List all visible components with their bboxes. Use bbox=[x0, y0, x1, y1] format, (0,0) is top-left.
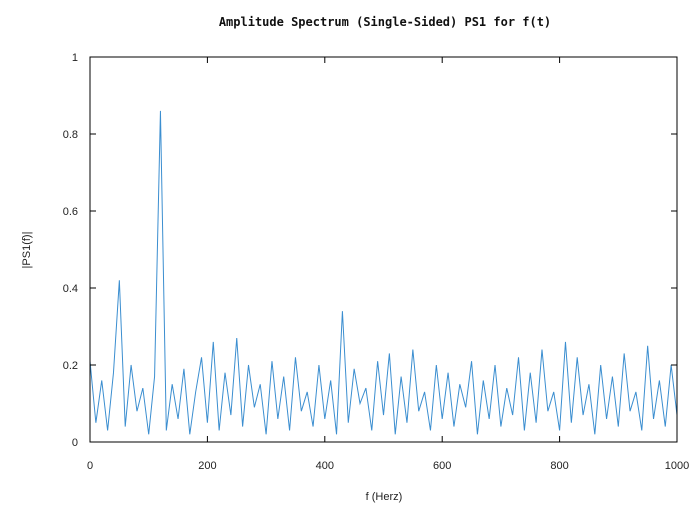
x-tick-label: 0 bbox=[87, 460, 93, 472]
y-tick-label: 0.4 bbox=[63, 283, 78, 295]
x-axis-label: f (Herz) bbox=[366, 491, 403, 503]
y-axis-label: |PS1(f)| bbox=[21, 232, 33, 269]
x-tick-label: 200 bbox=[198, 460, 216, 472]
x-tick-label: 800 bbox=[550, 460, 568, 472]
y-tick-label: 0.6 bbox=[63, 206, 78, 218]
axis-ticks: 0 200 400 600 800 1000 0 0.2 0.4 0.6 0.8 1 bbox=[63, 52, 690, 472]
y-tick-label: 0.2 bbox=[63, 360, 78, 372]
plot-area bbox=[89, 110, 678, 435]
x-tick-label: 600 bbox=[433, 460, 451, 472]
y-tick-label: 0 bbox=[72, 437, 78, 449]
x-tick-label: 1000 bbox=[665, 460, 689, 472]
y-tick-label: 0.8 bbox=[63, 129, 78, 141]
y-tick-label: 1 bbox=[72, 52, 78, 64]
plot-frame bbox=[89, 56, 678, 443]
chart-title: Amplitude Spectrum (Single-Sided) PS1 fo… bbox=[219, 15, 551, 29]
x-tick-label: 400 bbox=[316, 460, 334, 472]
spectrum-series-line bbox=[89, 110, 678, 435]
